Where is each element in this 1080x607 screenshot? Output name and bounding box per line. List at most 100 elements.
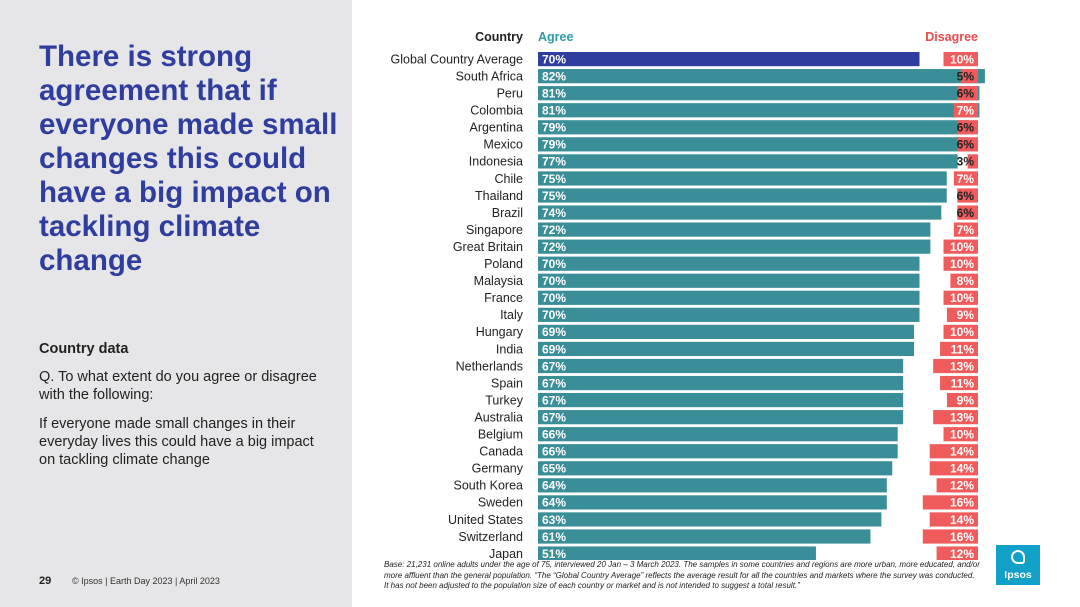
disagree-value-label: 3% — [957, 155, 975, 169]
agree-value-label: 77% — [542, 155, 566, 169]
disagree-value-label: 6% — [957, 206, 975, 220]
agree-bar — [538, 273, 920, 288]
country-label: Argentina — [469, 121, 523, 135]
disagree-bar — [940, 341, 978, 357]
country-label: Japan — [489, 547, 523, 560]
disagree-value-label: 14% — [950, 445, 974, 459]
agree-bar — [538, 512, 882, 527]
disagree-bar — [943, 256, 978, 271]
logo-mark-icon — [1011, 550, 1025, 564]
agree-bar — [538, 222, 931, 237]
disagree-bar — [943, 324, 978, 339]
disagree-value-label: 13% — [950, 359, 974, 373]
country-label: Great Britain — [453, 240, 523, 254]
disagree-value-label: 7% — [957, 223, 975, 237]
disagree-bar — [957, 205, 978, 220]
country-label: Thailand — [475, 189, 523, 203]
agree-value-label: 66% — [542, 445, 566, 459]
agree-value-label: 81% — [542, 87, 566, 101]
agree-value-label: 81% — [542, 104, 566, 118]
agree-value-label: 70% — [542, 308, 566, 322]
country-label: Netherlands — [456, 359, 523, 373]
agree-value-label: 65% — [542, 462, 566, 476]
disagree-value-label: 10% — [950, 257, 974, 271]
agree-bar — [538, 256, 920, 271]
footer-credit: © Ipsos | Earth Day 2023 | April 2023 — [72, 576, 220, 586]
disagree-bar — [946, 307, 978, 322]
disagree-value-label: 12% — [950, 547, 974, 560]
agree-bar — [538, 307, 920, 322]
disagree-bar — [936, 546, 978, 560]
agree-bar — [538, 461, 893, 476]
country-label: Belgium — [478, 428, 523, 442]
header-country: Country — [475, 30, 523, 44]
disagree-bar — [953, 103, 978, 118]
agree-value-label: 64% — [542, 496, 566, 510]
agree-value-label: 67% — [542, 376, 566, 390]
country-label: South Africa — [456, 69, 523, 83]
country-label: Brazil — [492, 206, 523, 220]
agree-bar — [538, 324, 915, 339]
disagree-value-label: 14% — [950, 513, 974, 527]
agree-value-label: 74% — [542, 206, 566, 220]
disagree-value-label: 10% — [950, 52, 974, 66]
country-label: Germany — [472, 462, 524, 476]
agree-bar — [538, 154, 958, 169]
country-label: Indonesia — [469, 155, 523, 169]
agree-bar — [538, 444, 898, 459]
disagree-bar — [946, 393, 978, 408]
disagree-bar — [953, 171, 978, 186]
agree-bar — [538, 393, 904, 408]
agree-bar — [538, 239, 931, 254]
agree-value-label: 63% — [542, 513, 566, 527]
agree-value-label: 61% — [542, 530, 566, 544]
agree-bar — [538, 171, 947, 186]
disagree-value-label: 13% — [950, 410, 974, 424]
disagree-bar — [957, 86, 978, 101]
disagree-value-label: 10% — [950, 240, 974, 254]
country-label: Chile — [495, 172, 524, 186]
disagree-value-label: 16% — [950, 496, 974, 510]
agree-disagree-bar-chart: Country Agree Disagree Global Country Avera… — [391, 30, 985, 560]
disagree-value-label: 12% — [950, 479, 974, 493]
disagree-bar — [922, 495, 978, 510]
country-label: Turkey — [485, 393, 523, 407]
disagree-bar — [922, 529, 978, 544]
header-agree: Agree — [538, 30, 573, 44]
agree-bar — [538, 495, 887, 510]
agree-value-label: 82% — [542, 69, 566, 83]
disagree-value-label: 7% — [957, 104, 975, 118]
disagree-value-label: 6% — [957, 87, 975, 101]
country-label: Switzerland — [458, 530, 523, 544]
agree-value-label: 67% — [542, 410, 566, 424]
agree-bar — [538, 290, 920, 305]
disagree-bar — [933, 410, 978, 425]
slide-headline: There is strong agreement that if everyo… — [39, 40, 338, 277]
disagree-bar — [943, 290, 978, 305]
disagree-bar — [943, 52, 978, 67]
agree-value-label: 69% — [542, 325, 566, 339]
disagree-value-label: 7% — [957, 172, 975, 186]
country-label: France — [484, 291, 523, 305]
ipsos-logo: Ipsos — [996, 545, 1040, 585]
survey-question: Q. To what extent do you agree or disagr… — [39, 369, 317, 403]
country-label: Australia — [474, 410, 523, 424]
base-footnote: Base: 21,231 online adults under the age… — [384, 560, 980, 590]
agree-bar — [538, 427, 898, 442]
country-label: Singapore — [466, 223, 523, 237]
disagree-bar — [953, 222, 978, 237]
agree-bar — [538, 69, 985, 84]
disagree-value-label: 6% — [957, 138, 975, 152]
country-label: Mexico — [483, 138, 523, 152]
disagree-value-label: 6% — [957, 121, 975, 135]
agree-value-label: 79% — [542, 138, 566, 152]
country-label: Hungary — [476, 325, 524, 339]
disagree-bar — [960, 69, 978, 84]
disagree-value-label: 9% — [957, 308, 975, 322]
left-panel: There is strong agreement that if everyo… — [0, 0, 352, 607]
agree-bar — [538, 410, 904, 425]
country-label: United States — [448, 513, 523, 527]
disagree-bar — [940, 375, 978, 391]
country-label: India — [496, 342, 523, 356]
disagree-value-label: 9% — [957, 393, 975, 407]
